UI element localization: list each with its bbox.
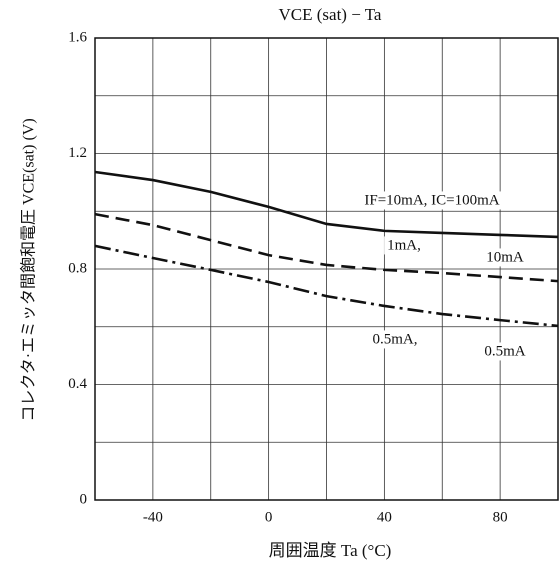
curve-label: 10mA (486, 249, 524, 265)
curve-label: 0.5mA (484, 343, 525, 359)
plot-frame (94, 37, 559, 501)
label-background (369, 330, 421, 349)
y-tick-label: 1.2 (68, 145, 87, 161)
curve-label: IF=10mA, IC=100mA (364, 192, 499, 208)
label-background (481, 342, 529, 361)
y-tick-label: 0 (80, 491, 88, 507)
x-tick-label: 0 (265, 509, 273, 525)
x-tick-label: -40 (143, 509, 163, 525)
curve-label: 0.5mA, (373, 331, 418, 347)
y-tick-label: 1.6 (68, 29, 87, 45)
y-tick-label: 0.8 (68, 260, 87, 276)
label-background (361, 191, 503, 210)
x-axis-label: 周囲温度 Ta (°C) (269, 541, 392, 560)
x-tick-label: 40 (377, 509, 392, 525)
chart-title: VCE (sat) − Ta (279, 5, 382, 24)
data-line (94, 212, 559, 283)
y-tick-label: 0.4 (68, 376, 87, 392)
label-background (384, 236, 424, 255)
x-tick-label: 80 (493, 509, 508, 525)
data-line (94, 170, 559, 239)
label-background (483, 248, 527, 267)
curve-label: 1mA, (387, 237, 421, 253)
data-line (94, 244, 559, 328)
y-axis-label: コレクタ·エミッタ間飽和電圧 VCE(sat) (V) (20, 118, 38, 421)
